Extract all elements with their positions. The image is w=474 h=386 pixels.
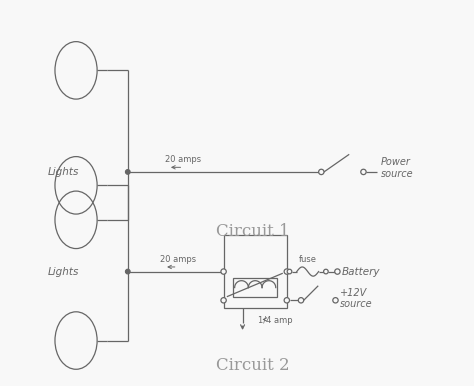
Text: fuse: fuse <box>299 255 317 264</box>
Text: 20 amps: 20 amps <box>160 255 196 264</box>
Circle shape <box>284 298 290 303</box>
Text: Power
source: Power source <box>381 157 413 179</box>
Circle shape <box>126 269 130 274</box>
Circle shape <box>287 269 292 274</box>
Bar <box>233 278 277 297</box>
Text: 20 amps: 20 amps <box>165 155 201 164</box>
Text: Circuit 1: Circuit 1 <box>216 223 289 240</box>
Circle shape <box>319 169 324 174</box>
Circle shape <box>298 298 304 303</box>
Circle shape <box>335 269 340 274</box>
Circle shape <box>284 269 290 274</box>
Circle shape <box>324 269 328 274</box>
Circle shape <box>126 169 130 174</box>
Text: +12V
source: +12V source <box>340 288 373 309</box>
Text: Battery: Battery <box>342 267 381 276</box>
Text: Lights: Lights <box>47 267 79 276</box>
Bar <box>224 235 287 308</box>
Circle shape <box>333 298 338 303</box>
Text: Lights: Lights <box>47 167 79 177</box>
Text: Circuit 2: Circuit 2 <box>216 357 289 374</box>
Text: 1/4 amp: 1/4 amp <box>257 316 292 325</box>
Circle shape <box>221 269 226 274</box>
Circle shape <box>361 169 366 174</box>
Circle shape <box>221 298 226 303</box>
